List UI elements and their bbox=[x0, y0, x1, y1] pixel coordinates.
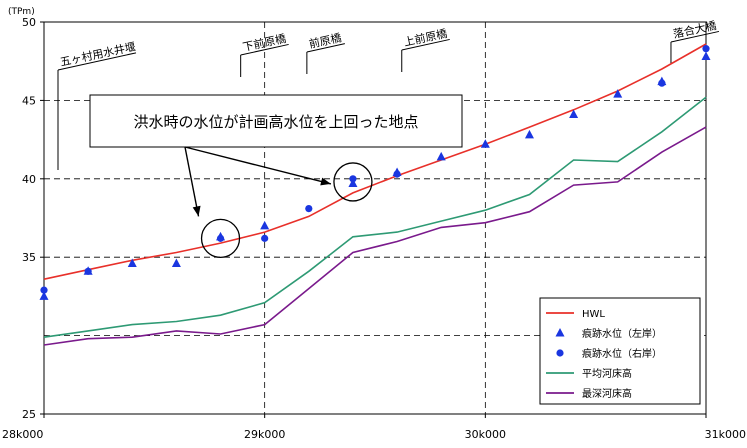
y-tick-label: 45 bbox=[22, 94, 36, 107]
annotation-arrow-line bbox=[184, 146, 332, 185]
bridge-underline bbox=[401, 38, 450, 51]
y-tick-label: 50 bbox=[22, 16, 36, 29]
data-point-triangle bbox=[480, 139, 490, 148]
data-point-circle bbox=[305, 204, 313, 213]
legend-label: 痕跡水位（右岸） bbox=[582, 347, 662, 360]
highlight-circle bbox=[200, 218, 241, 259]
series-line bbox=[43, 96, 707, 338]
annotation-arrow-head bbox=[192, 205, 201, 217]
annotation-box bbox=[89, 94, 463, 148]
data-point-circle bbox=[261, 234, 269, 242]
legend-swatch-triangle bbox=[555, 328, 565, 337]
data-point-triangle bbox=[569, 109, 579, 119]
bridge-underline bbox=[306, 43, 345, 53]
x-tick-label: 28k000 bbox=[2, 428, 43, 441]
annotation-arrow-head bbox=[320, 177, 331, 186]
data-point-circle bbox=[216, 234, 225, 242]
data-point-circle bbox=[393, 170, 401, 178]
data-point-circle bbox=[658, 79, 666, 87]
legend-swatch-circle bbox=[556, 349, 564, 357]
x-tick-label: 31k000 bbox=[705, 428, 746, 441]
x-tick-label: 29k000 bbox=[244, 428, 285, 441]
legend-label: 平均河床高 bbox=[582, 367, 632, 380]
data-point-circle bbox=[349, 175, 357, 183]
x-tick-label: 30k000 bbox=[465, 428, 506, 441]
y-tick-label: 35 bbox=[22, 251, 36, 264]
data-point-circle bbox=[84, 267, 92, 275]
legend-box bbox=[539, 297, 701, 405]
data-point-triangle bbox=[701, 51, 711, 60]
legend-label: 最深河床高 bbox=[582, 387, 632, 400]
annotation: 洪水時の水位が計画高水位を上回った地点 bbox=[89, 94, 463, 259]
y-tick-label: 40 bbox=[22, 173, 36, 186]
bridge-label: 前原橋 bbox=[308, 30, 343, 51]
y-tick-label: 25 bbox=[22, 408, 36, 421]
data-point-triangle bbox=[260, 220, 270, 230]
data-point-triangle bbox=[524, 129, 534, 139]
data-point-circle bbox=[40, 286, 48, 294]
series-line bbox=[43, 126, 707, 346]
legend-label: HWL bbox=[582, 309, 605, 320]
data-point-triangle bbox=[436, 151, 446, 161]
data-point-triangle bbox=[39, 291, 49, 300]
highlight-circle bbox=[333, 162, 373, 202]
data-point-triangle bbox=[127, 258, 137, 267]
data-point-circle bbox=[702, 45, 710, 53]
data-point-triangle bbox=[171, 258, 181, 267]
annotation-arrow-line bbox=[184, 146, 200, 217]
series-layer bbox=[39, 43, 711, 346]
bridge-underline bbox=[57, 52, 137, 71]
bridge-underline bbox=[670, 30, 720, 43]
bridge-underline bbox=[240, 43, 289, 56]
data-point-triangle bbox=[613, 89, 623, 98]
y-axis-unit: (TPm) bbox=[8, 7, 35, 17]
series-line bbox=[43, 43, 707, 280]
legend-label: 痕跡水位（左岸） bbox=[582, 327, 662, 340]
annotation-text: 洪水時の水位が計画高水位を上回った地点 bbox=[133, 113, 418, 131]
axes: (TPm) 25 35 40 45 50 28k000 29k000 30k000 31k000 bbox=[2, 7, 746, 441]
data-point-triangle bbox=[348, 178, 358, 188]
